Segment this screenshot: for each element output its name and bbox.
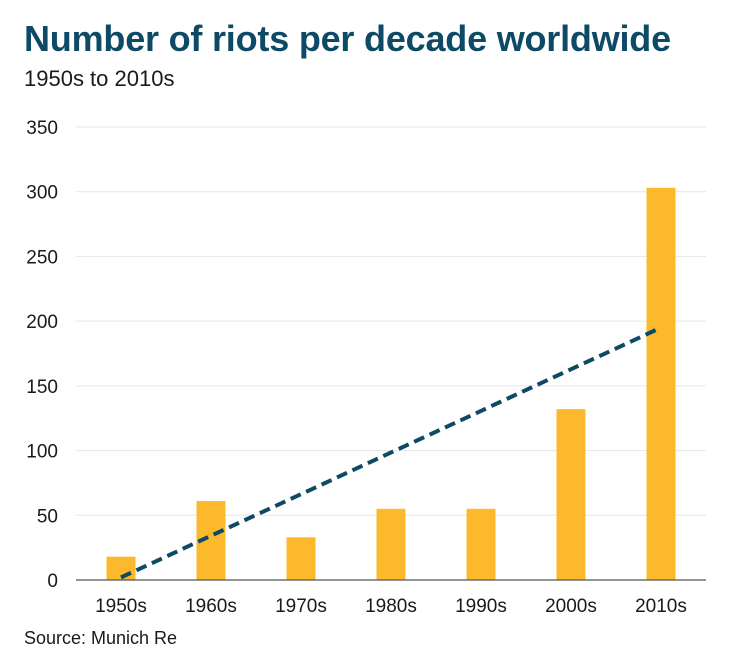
y-tick-label: 150	[26, 377, 58, 398]
y-tick-label: 250	[26, 247, 58, 268]
x-tick-label: 1980s	[365, 596, 417, 617]
axes: 0 50 100 150 200 250 300 350 1950s 1960s 1970s 1980…	[26, 118, 706, 617]
trend-line-dashed	[120, 325, 662, 580]
x-tick-label: 2000s	[545, 596, 597, 617]
y-tick-label: 0	[47, 571, 58, 592]
source-note: Source: Munich Re	[24, 628, 178, 648]
bars	[106, 187, 676, 580]
x-tick-label: 1950s	[95, 596, 147, 617]
x-tick-label: 1990s	[455, 596, 507, 617]
y-tick-label: 300	[26, 183, 58, 204]
x-tick-label: 1960s	[185, 596, 237, 617]
x-tick-label: 2010s	[635, 596, 687, 617]
x-tick-label: 1970s	[275, 596, 327, 617]
bar-1970s	[286, 537, 316, 580]
trend-line	[120, 325, 662, 580]
chart-title: Number of riots per decade worldwide	[24, 18, 671, 59]
y-tick-label: 50	[37, 506, 58, 527]
bar-2010s	[646, 187, 676, 580]
y-tick-label: 200	[26, 312, 58, 333]
y-tick-label: 350	[26, 118, 58, 139]
bar-1990s	[466, 508, 496, 580]
y-tick-label: 100	[26, 442, 58, 463]
bar-1980s	[376, 508, 406, 580]
bar-2000s	[556, 409, 586, 580]
gridlines	[76, 126, 706, 516]
chart-subtitle: 1950s to 2010s	[24, 66, 175, 91]
